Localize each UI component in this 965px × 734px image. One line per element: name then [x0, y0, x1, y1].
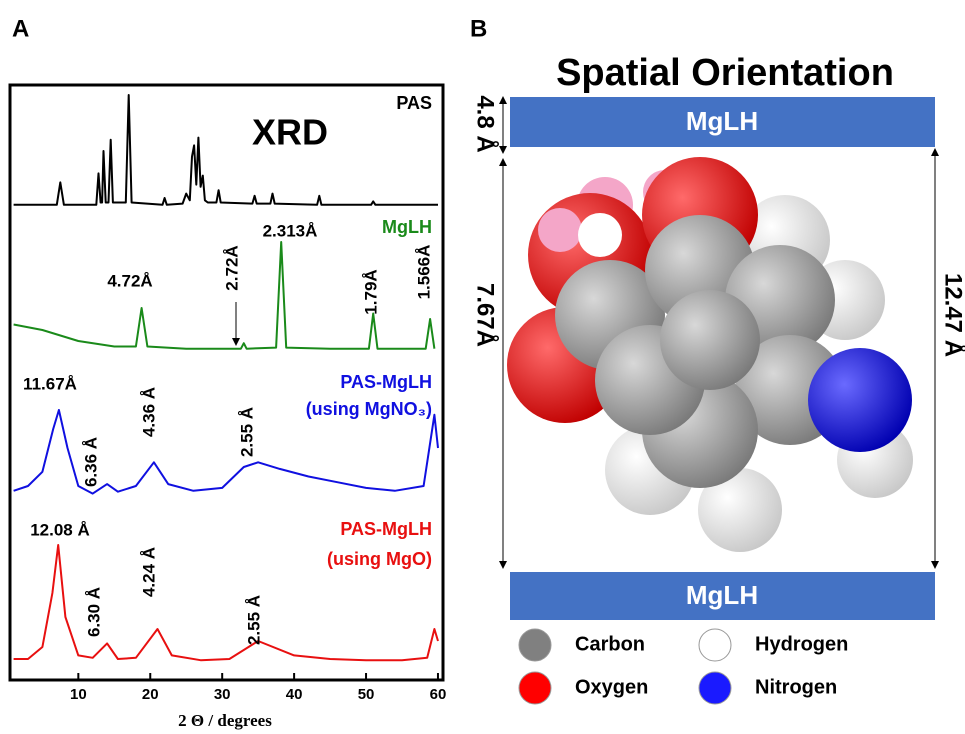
layer-label: MgLH [686, 106, 758, 136]
dimension-label: 4.8 Å [472, 95, 500, 152]
peak-annotation: 2.55 Å [244, 595, 263, 645]
chart-title: XRD [252, 112, 328, 153]
peak-annotation: 1.566Å [414, 245, 433, 300]
peak-annotation: 2.313Å [263, 221, 318, 240]
x-tick-label: 50 [358, 686, 375, 703]
panel-label: A [12, 15, 29, 42]
legend-swatch [699, 672, 731, 704]
peak-annotation: 2.72Å [222, 245, 241, 290]
peak-annotation: 1.79Å [361, 269, 380, 314]
series-label: PAS [396, 93, 432, 113]
peak-annotation: 4.36 Å [139, 387, 158, 437]
layer-label: MgLH [686, 580, 758, 610]
atom [808, 348, 912, 452]
x-tick-label: 30 [214, 686, 231, 703]
legend-swatch [519, 629, 551, 661]
x-tick-label: 10 [70, 686, 87, 703]
legend: Carbon Hydrogen Oxygen Nitrogen [519, 629, 848, 704]
x-tick-label: 20 [142, 686, 159, 703]
series-sublabel: (using MgO) [327, 549, 432, 569]
peak-annotation: 2.55 Å [237, 407, 256, 457]
atom [538, 208, 582, 252]
peak-annotation: 6.30 Å [84, 587, 103, 637]
dimension-label: 12.47 Å [940, 273, 965, 357]
x-axis-label: 2 Θ / degrees [178, 711, 272, 730]
figure: A B XRD 2 Θ / degrees Spatial Orientatio… [0, 0, 965, 734]
series-label: MgLH [382, 217, 432, 237]
legend-label: Nitrogen [755, 676, 837, 698]
peak-annotation: 11.67Å [23, 374, 77, 393]
panel-label: B [470, 15, 487, 42]
xrd-pattern [14, 95, 438, 205]
legend-swatch [519, 672, 551, 704]
dimension-label: 7.67Å [472, 283, 500, 347]
atom [660, 290, 760, 390]
legend-label: Carbon [575, 633, 645, 655]
legend-label: Hydrogen [755, 633, 848, 655]
xrd-pattern [14, 410, 438, 494]
peak-annotation: 6.36 Å [81, 437, 100, 487]
x-tick-label: 60 [430, 686, 447, 703]
series-label: PAS-MgLH [340, 519, 432, 539]
x-tick-label: 40 [286, 686, 303, 703]
peak-annotation: 4.72Å [107, 271, 152, 290]
series-sublabel: (using MgNO₃) [306, 399, 432, 419]
peak-annotation: 4.24 Å [139, 547, 158, 597]
peak-annotation: 12.08 Å [30, 520, 90, 539]
legend-label: Oxygen [575, 676, 648, 698]
atom [578, 213, 622, 257]
molecule [507, 157, 913, 552]
page: A B XRD 2 Θ / degrees Spatial Orientatio… [0, 0, 965, 734]
diagram-title: Spatial Orientation [556, 52, 894, 94]
series-label: PAS-MgLH [340, 372, 432, 392]
legend-swatch [699, 629, 731, 661]
